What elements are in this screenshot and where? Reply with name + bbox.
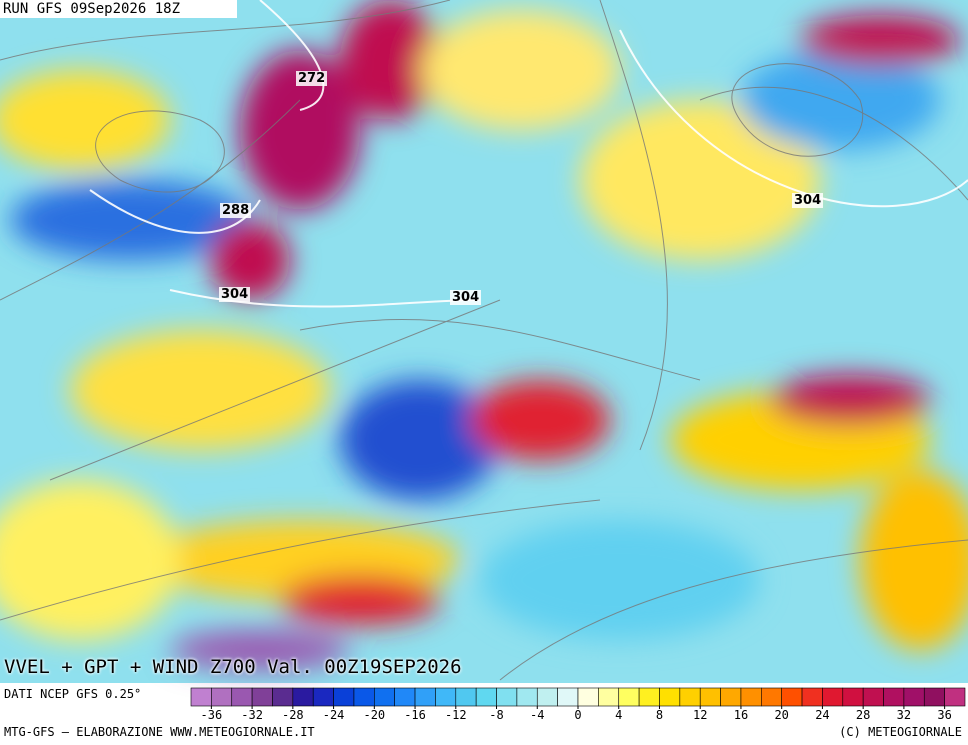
copyright: (C) METEOGIORNALE xyxy=(839,725,962,739)
colorbar-box xyxy=(638,687,660,707)
colorbar-box xyxy=(414,687,436,707)
map-title: VVEL + GPT + WIND Z700 Val. 00Z19SEP2026 xyxy=(4,656,462,678)
colorbar-box xyxy=(659,687,681,707)
data-source: DATI NCEP GFS 0.25° xyxy=(4,687,142,701)
colorbar-tick-label: -12 xyxy=(445,708,467,722)
colorbar-box xyxy=(231,687,253,707)
colorbar-box xyxy=(211,687,233,707)
colorbar-box xyxy=(842,687,864,707)
colorbar-box xyxy=(353,687,375,707)
colorbar-box xyxy=(903,687,925,707)
contour-label: 272 xyxy=(296,71,328,86)
colorbar-box xyxy=(374,687,395,707)
colorbar-tick-label: -16 xyxy=(404,708,426,722)
colorbar-box xyxy=(577,687,599,707)
colorbar-box xyxy=(944,687,966,707)
colorbar-box xyxy=(699,687,721,707)
colorbar-box xyxy=(801,687,823,707)
colorbar-tick-label: 32 xyxy=(897,708,911,722)
colorbar-tick-label: 4 xyxy=(615,708,622,722)
run-label: RUN GFS 09Sep2026 18Z xyxy=(0,0,237,18)
contour-label: 304 xyxy=(792,193,824,208)
colorbar-tick-label: 24 xyxy=(815,708,829,722)
streamlines xyxy=(0,0,968,681)
colorbar-tick-label: -24 xyxy=(323,708,345,722)
contour-label: 288 xyxy=(220,203,252,218)
colorbar-tick-label: 20 xyxy=(774,708,788,722)
colorbar-box xyxy=(190,687,212,707)
credit: MTG-GFS – ELABORAZIONE WWW.METEOGIORNALE… xyxy=(4,725,315,739)
colorbar-box xyxy=(883,687,905,707)
colorbar-box xyxy=(292,687,314,707)
colorbar: -36 -32 -28 -24 -20 -16 -12 -8 -4 0 4 8 12 16 20 24 28 32… xyxy=(190,687,966,722)
colorbar-box xyxy=(333,687,355,707)
colorbar-tick-label: -32 xyxy=(241,708,263,722)
colorbar-box xyxy=(312,687,334,707)
colorbar-tick-label: -36 xyxy=(201,708,223,722)
colorbar-tick-label: 0 xyxy=(574,708,581,722)
colorbar-box xyxy=(679,687,701,707)
colorbar-box xyxy=(557,687,579,707)
colorbar-box xyxy=(516,687,538,707)
colorbar-tick-label: 16 xyxy=(734,708,748,722)
contour-label: 304 xyxy=(219,287,251,302)
colorbar-box xyxy=(598,687,620,707)
colorbar-box xyxy=(455,687,477,707)
colorbar-box xyxy=(862,687,884,707)
colorbar-tick-label: 8 xyxy=(656,708,663,722)
field xyxy=(0,0,968,670)
colorbar-box xyxy=(496,687,518,707)
colorbar-tick-label: 12 xyxy=(693,708,707,722)
contour-label: 304 xyxy=(450,290,482,305)
colorbar-box xyxy=(251,687,273,707)
colorbar-tick-label: -28 xyxy=(282,708,304,722)
colorbar-box xyxy=(435,687,457,707)
colorbar-tick-label: -8 xyxy=(489,708,503,722)
colorbar-box xyxy=(536,687,558,707)
colorbar-box xyxy=(822,687,844,707)
colorbar-box xyxy=(781,687,803,707)
colorbar-box xyxy=(475,687,497,707)
colorbar-box xyxy=(618,687,640,707)
colorbar-box xyxy=(740,687,762,707)
colorbar-box xyxy=(923,687,945,707)
colorbar-box xyxy=(272,687,294,707)
colorbar-tick-label: -4 xyxy=(530,708,544,722)
colorbar-box xyxy=(720,687,742,707)
colorbar-box xyxy=(761,687,782,707)
colorbar-box xyxy=(394,687,416,707)
colorbar-tick-label: 28 xyxy=(856,708,870,722)
colorbar-tick-label: 36 xyxy=(937,708,951,722)
colorbar-tick-label: -20 xyxy=(363,708,385,722)
